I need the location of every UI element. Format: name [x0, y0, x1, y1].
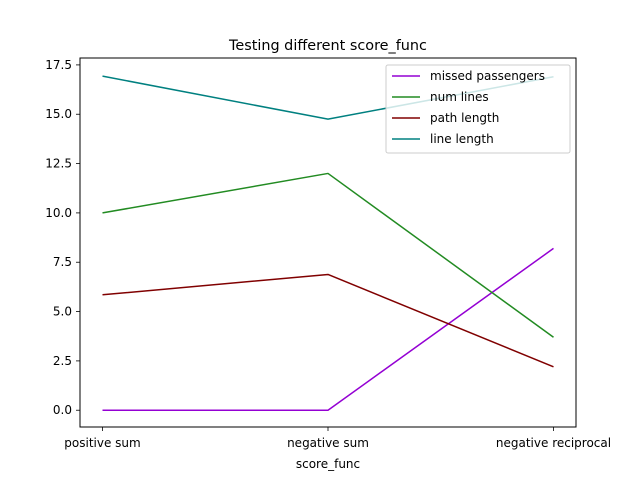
legend: missed passengers num lines path length lin…: [385, 64, 571, 154]
y-tick-label: 17.5: [45, 58, 72, 72]
legend-label: line length: [430, 132, 494, 146]
series-line-missed-passengers: [102, 247, 554, 411]
chart-title: Testing different score_func: [228, 38, 427, 54]
y-tick-label: 5.0: [53, 305, 72, 319]
x-tick-label: positive sum: [64, 436, 140, 450]
y-tick-label: 0.0: [53, 403, 72, 417]
legend-label: path length: [430, 111, 499, 125]
series-line-path-length: [102, 273, 554, 368]
x-axis-label: score_func: [296, 457, 360, 471]
y-tick-label: 7.5: [53, 255, 72, 269]
legend-label: missed passengers: [430, 69, 545, 83]
series-line-num-lines: [102, 172, 554, 338]
series-layer: [102, 75, 554, 411]
y-tick-label: 10.0: [45, 206, 72, 220]
legend-label: num lines: [430, 90, 489, 104]
y-tick-label: 15.0: [45, 107, 72, 121]
y-axis: 0.0 2.5 5.0 7.5 10.0 12.5 15.0 17.5: [45, 58, 80, 417]
x-tick-label: negative reciprocal: [496, 436, 611, 450]
y-tick-label: 2.5: [53, 354, 72, 368]
legend-box: [385, 64, 571, 154]
x-axis: positive sum negative sum negative recipro…: [64, 427, 611, 450]
y-tick-label: 12.5: [45, 157, 72, 171]
x-tick-label: negative sum: [287, 436, 369, 450]
